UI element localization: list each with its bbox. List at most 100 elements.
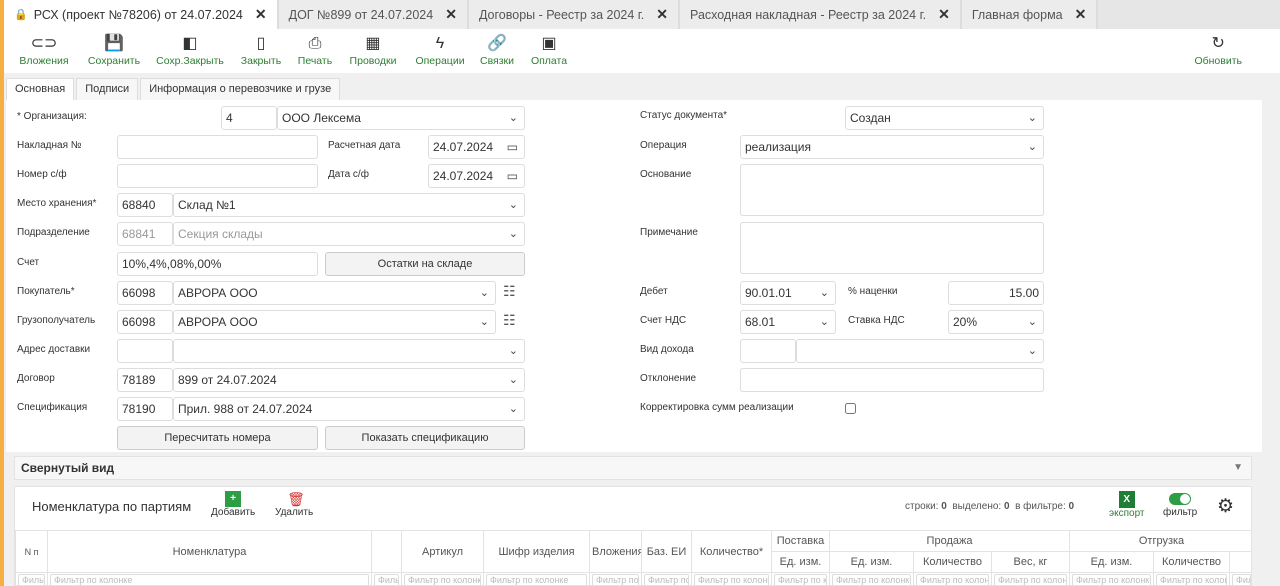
- column-filter-input[interactable]: Фильтр по колонке: [1232, 574, 1251, 585]
- toolbar-payment-button[interactable]: ▣ Оплата: [530, 35, 568, 67]
- column-header[interactable]: [1229, 551, 1251, 573]
- column-header[interactable]: Ед. изм.: [829, 551, 914, 573]
- spec-code-input[interactable]: 78190: [117, 397, 173, 421]
- buyer-code-input[interactable]: 66098: [117, 281, 173, 305]
- address-select[interactable]: ⌄: [173, 339, 525, 363]
- basis-input[interactable]: [740, 164, 1044, 216]
- tab-0[interactable]: 🔒 РСХ (проект №78206) от 24.07.2024 ✕: [4, 0, 279, 29]
- calendar-icon[interactable]: ▭: [506, 169, 518, 183]
- column-header[interactable]: Вложения: [589, 530, 642, 573]
- column-header[interactable]: [371, 530, 402, 573]
- spec-name-select[interactable]: Прил. 988 от 24.07.2024 ⌄: [173, 397, 525, 421]
- markup-input[interactable]: 15.00: [948, 281, 1044, 305]
- toolbar-printer-button[interactable]: ⎙ Печать: [297, 35, 333, 67]
- column-filter-input[interactable]: Фильтр по колонке: [994, 574, 1068, 585]
- toolbar-link-button[interactable]: 🔗 Связки: [479, 35, 515, 67]
- vat-account-select[interactable]: 68.01 ⌄: [740, 310, 836, 334]
- sf-date-input[interactable]: 24.07.2024 ▭: [428, 164, 525, 188]
- scrollbar[interactable]: [1262, 73, 1280, 586]
- storage-code-input[interactable]: 68840: [117, 193, 173, 217]
- sf-no-input[interactable]: [117, 164, 318, 188]
- note-input[interactable]: [740, 222, 1044, 274]
- vat-rate-select[interactable]: 20% ⌄: [948, 310, 1044, 334]
- tab-1[interactable]: ДОГ №899 от 24.07.2024 ✕: [278, 0, 469, 29]
- column-header[interactable]: Количество: [1153, 551, 1231, 573]
- income-code-input[interactable]: [740, 339, 796, 363]
- buyer-name-select[interactable]: АВРОРА ООО ⌄: [173, 281, 496, 305]
- refresh-button[interactable]: ↻ Обновить: [1194, 35, 1242, 67]
- account-input[interactable]: 10%,4%,08%,00%: [117, 252, 318, 276]
- toolbar-close-door-button[interactable]: ▯ Закрыть: [240, 35, 282, 67]
- invoice-no-input[interactable]: [117, 135, 318, 159]
- column-header[interactable]: Ед. изм.: [1069, 551, 1155, 573]
- column-header[interactable]: N п: [15, 530, 48, 573]
- toolbar-calculator-button[interactable]: ▦ Проводки: [349, 35, 397, 67]
- column-filter-input[interactable]: Фильтр по колонке: [18, 574, 45, 585]
- calc-date-input[interactable]: 24.07.2024 ▭: [428, 135, 525, 159]
- division-code-input[interactable]: 68841: [117, 222, 173, 246]
- collapsed-view-section[interactable]: Свернутый вид ▼: [14, 456, 1252, 480]
- toolbar-paperclip-button[interactable]: ⊂⊃ Вложения: [19, 35, 69, 67]
- division-name-select[interactable]: Секция склады ⌄: [173, 222, 525, 246]
- stock-button[interactable]: Остатки на складе: [325, 252, 525, 276]
- column-header[interactable]: Количество*: [691, 530, 772, 573]
- contract-code-input[interactable]: 78189: [117, 368, 173, 392]
- form-tab-0[interactable]: Основная: [6, 78, 75, 100]
- toolbar-lightning-button[interactable]: ϟ Операции: [415, 35, 465, 67]
- tab-2[interactable]: Договоры - Реестр за 2024 г. ✕: [468, 0, 681, 29]
- consignee-tree-icon[interactable]: ☷: [503, 312, 516, 328]
- close-icon[interactable]: ✕: [656, 6, 669, 22]
- income-select[interactable]: ⌄: [796, 339, 1044, 363]
- column-filter-input[interactable]: Фильтр по колонке: [404, 574, 481, 585]
- filter-toggle[interactable]: фильтр: [1163, 493, 1197, 518]
- delete-button[interactable]: 🗑 Удалить: [275, 491, 314, 518]
- debit-select[interactable]: 90.01.01 ⌄: [740, 281, 836, 305]
- column-header[interactable]: Ед. изм.: [771, 551, 830, 573]
- column-header[interactable]: Номенклатура: [47, 530, 372, 573]
- consignee-name-select[interactable]: АВРОРА ООО ⌄: [173, 310, 496, 334]
- column-filter-input[interactable]: Фильтр по колонке: [374, 574, 399, 585]
- column-filter-input[interactable]: Фильтр по колонке: [592, 574, 639, 585]
- column-header[interactable]: Шифр изделия: [483, 530, 590, 573]
- show-spec-button[interactable]: Показать спецификацию: [325, 426, 525, 450]
- deviation-input[interactable]: [740, 368, 1044, 392]
- correction-checkbox[interactable]: [845, 403, 856, 414]
- close-icon[interactable]: ✕: [445, 6, 457, 22]
- column-filter-input[interactable]: Фильтр по колонке: [1072, 574, 1152, 585]
- renumber-button[interactable]: Пересчитать номера: [117, 426, 318, 450]
- calendar-icon[interactable]: ▭: [506, 140, 518, 154]
- storage-name-select[interactable]: Склад №1 ⌄: [173, 193, 525, 217]
- close-icon[interactable]: ✕: [1074, 6, 1087, 22]
- column-filter-input[interactable]: Фильтр по колонке: [694, 574, 769, 585]
- column-filter-input[interactable]: Фильтр по колонке: [916, 574, 989, 585]
- consignee-code-input[interactable]: 66098: [117, 310, 173, 334]
- column-filter-input[interactable]: Фильтр по колонке: [832, 574, 911, 585]
- column-header[interactable]: Артикул: [401, 530, 484, 573]
- toolbar-save-close-button[interactable]: ◧ Сохр.Закрыть: [156, 35, 224, 67]
- form-tab-2[interactable]: Информация о перевозчике и грузе: [140, 78, 341, 100]
- address-code-input[interactable]: [117, 339, 173, 363]
- toolbar-save-button[interactable]: 💾 Сохранить: [87, 35, 141, 67]
- contract-name-select[interactable]: 899 от 24.07.2024 ⌄: [173, 368, 525, 392]
- form-tab-1[interactable]: Подписи: [76, 78, 139, 100]
- status-select[interactable]: Создан ⌄: [845, 106, 1044, 130]
- tab-4[interactable]: Главная форма ✕: [961, 0, 1099, 29]
- org-code-input[interactable]: 4: [221, 106, 277, 130]
- close-icon[interactable]: ✕: [938, 6, 950, 22]
- operation-select[interactable]: реализация ⌄: [740, 135, 1044, 159]
- column-filter-input[interactable]: Фильтр по колонке: [644, 574, 689, 585]
- column-filter-input[interactable]: Фильтр по колонке: [1156, 574, 1228, 585]
- buyer-tree-icon[interactable]: ☷: [503, 283, 516, 299]
- add-button[interactable]: + Добавить: [211, 491, 256, 518]
- column-header[interactable]: Вес, кг: [990, 551, 1071, 573]
- gear-icon[interactable]: ⚙: [1217, 496, 1235, 517]
- org-name-select[interactable]: ООО Лексема ⌄: [277, 106, 525, 130]
- close-icon[interactable]: ✕: [254, 6, 267, 22]
- column-filter-input[interactable]: Фильтр по колонке: [774, 574, 827, 585]
- column-header[interactable]: Баз. ЕИ: [641, 530, 692, 573]
- column-header[interactable]: Количество: [913, 551, 992, 573]
- tab-3[interactable]: Расходная накладная - Реестр за 2024 г. ✕: [680, 0, 962, 29]
- column-filter-input[interactable]: Фильтр по колонке: [486, 574, 587, 585]
- column-filter-input[interactable]: Фильтр по колонке: [50, 574, 369, 585]
